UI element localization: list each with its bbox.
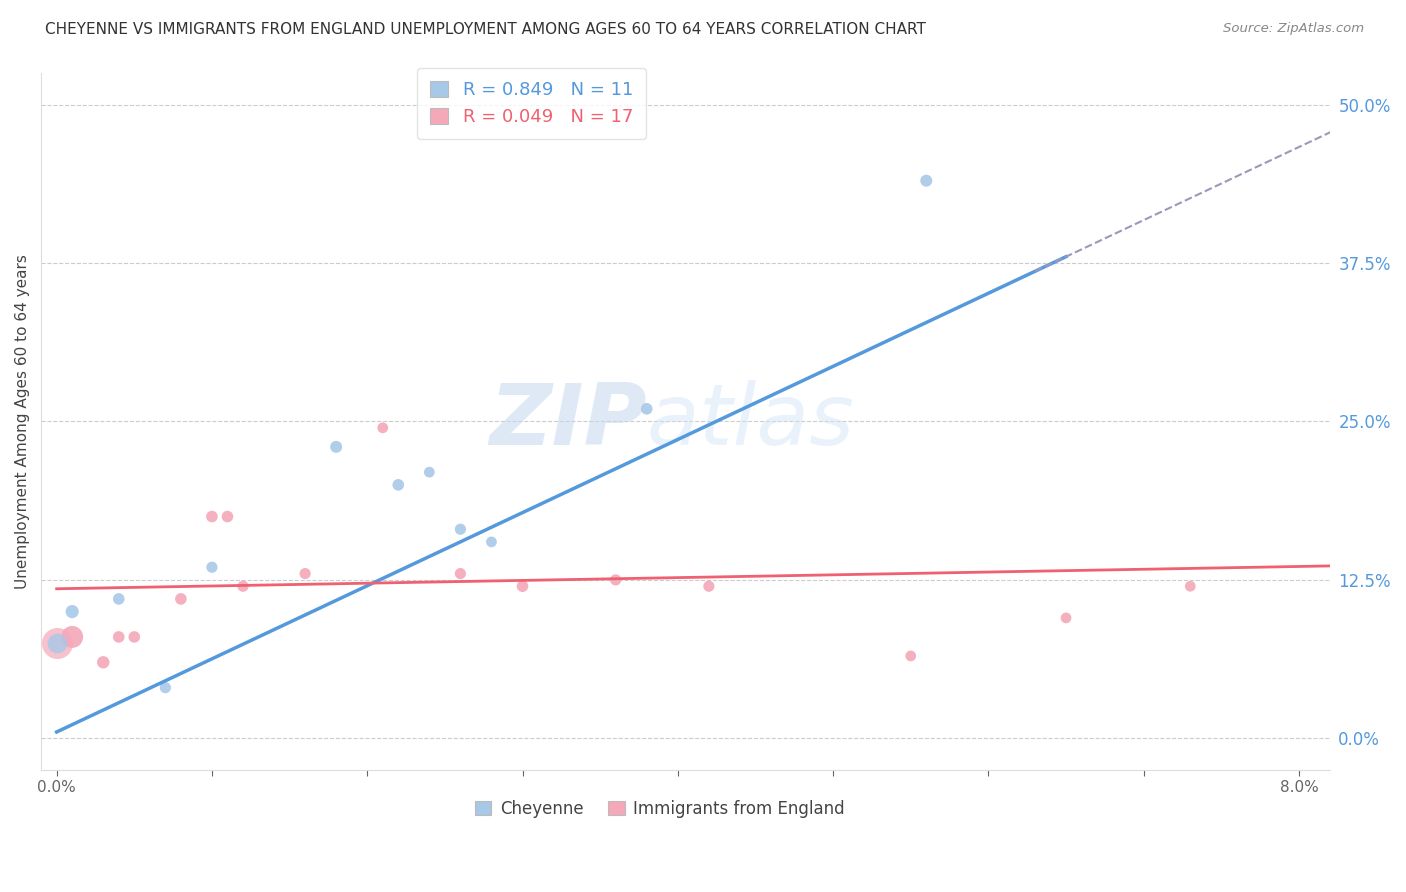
Point — [1180, 579, 1202, 593]
Point — [232, 579, 254, 593]
Point — [217, 509, 239, 524]
Point — [124, 630, 146, 644]
Point — [91, 655, 114, 669]
Point — [449, 522, 471, 536]
Point — [636, 401, 658, 416]
Point — [45, 636, 67, 650]
Point — [900, 648, 922, 663]
Point — [107, 630, 129, 644]
Point — [155, 681, 177, 695]
Point — [294, 566, 316, 581]
Point — [201, 509, 224, 524]
Text: ZIP: ZIP — [489, 380, 647, 463]
Point — [325, 440, 347, 454]
Point — [449, 566, 471, 581]
Text: atlas: atlas — [647, 380, 855, 463]
Point — [605, 573, 627, 587]
Text: CHEYENNE VS IMMIGRANTS FROM ENGLAND UNEMPLOYMENT AMONG AGES 60 TO 64 YEARS CORRE: CHEYENNE VS IMMIGRANTS FROM ENGLAND UNEM… — [45, 22, 927, 37]
Point — [60, 605, 83, 619]
Y-axis label: Unemployment Among Ages 60 to 64 years: Unemployment Among Ages 60 to 64 years — [15, 254, 30, 589]
Point — [418, 465, 440, 479]
Point — [170, 591, 193, 606]
Point — [45, 636, 67, 650]
Point — [481, 534, 503, 549]
Point — [107, 591, 129, 606]
Point — [915, 174, 938, 188]
Point — [512, 579, 534, 593]
Point — [371, 421, 394, 435]
Legend: Cheyenne, Immigrants from England: Cheyenne, Immigrants from England — [468, 793, 852, 824]
Text: Source: ZipAtlas.com: Source: ZipAtlas.com — [1223, 22, 1364, 36]
Point — [697, 579, 720, 593]
Point — [1054, 611, 1077, 625]
Point — [387, 478, 409, 492]
Point — [60, 630, 83, 644]
Point — [201, 560, 224, 574]
